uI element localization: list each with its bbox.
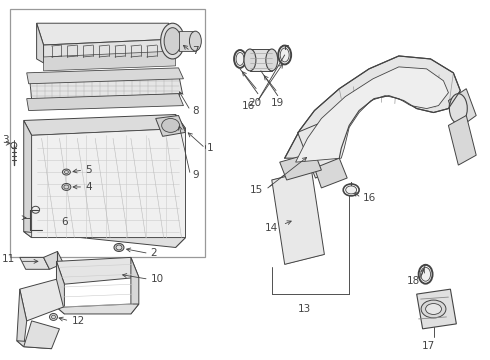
Ellipse shape: [164, 28, 181, 54]
Polygon shape: [272, 170, 324, 264]
Ellipse shape: [236, 53, 244, 66]
Polygon shape: [131, 257, 139, 314]
Text: 19: 19: [271, 98, 284, 108]
Text: 16: 16: [242, 100, 255, 111]
Polygon shape: [178, 31, 196, 51]
Text: 13: 13: [298, 304, 311, 314]
Polygon shape: [20, 257, 49, 269]
Text: 14: 14: [265, 222, 278, 233]
Text: 9: 9: [193, 170, 199, 180]
Ellipse shape: [114, 243, 124, 251]
Polygon shape: [448, 116, 476, 165]
Ellipse shape: [161, 23, 184, 59]
Polygon shape: [156, 116, 185, 136]
Ellipse shape: [62, 169, 71, 175]
Ellipse shape: [49, 314, 57, 320]
Polygon shape: [56, 304, 139, 314]
Text: 18: 18: [407, 276, 420, 286]
Text: 5: 5: [85, 165, 92, 175]
Ellipse shape: [420, 267, 431, 281]
Polygon shape: [175, 114, 185, 247]
Ellipse shape: [244, 49, 256, 71]
Polygon shape: [26, 68, 183, 84]
Ellipse shape: [346, 186, 357, 194]
Polygon shape: [56, 257, 139, 284]
Polygon shape: [37, 23, 44, 63]
Bar: [10, 9, 205, 257]
Ellipse shape: [426, 303, 441, 314]
Polygon shape: [44, 251, 63, 269]
Polygon shape: [20, 279, 63, 321]
Polygon shape: [56, 261, 64, 314]
Ellipse shape: [190, 31, 201, 51]
Polygon shape: [280, 152, 321, 180]
Ellipse shape: [280, 48, 289, 62]
Ellipse shape: [266, 49, 278, 71]
Polygon shape: [24, 114, 185, 135]
Polygon shape: [285, 56, 460, 158]
Polygon shape: [448, 89, 476, 129]
Text: 2: 2: [151, 248, 157, 258]
Ellipse shape: [449, 94, 467, 123]
Text: 11: 11: [2, 255, 15, 264]
Polygon shape: [44, 39, 175, 63]
Polygon shape: [315, 158, 347, 188]
Polygon shape: [30, 74, 182, 100]
Polygon shape: [32, 129, 185, 238]
Text: 17: 17: [422, 341, 435, 351]
Text: 6: 6: [61, 217, 68, 227]
Ellipse shape: [162, 118, 179, 132]
Polygon shape: [24, 321, 59, 349]
Polygon shape: [17, 341, 51, 349]
Polygon shape: [44, 51, 175, 71]
Polygon shape: [37, 23, 175, 45]
Text: 12: 12: [72, 316, 85, 326]
Polygon shape: [250, 49, 272, 71]
Ellipse shape: [62, 184, 71, 190]
Text: 8: 8: [193, 105, 199, 116]
Text: 16: 16: [363, 193, 376, 203]
Text: 10: 10: [151, 274, 164, 284]
Polygon shape: [295, 67, 448, 162]
Text: 4: 4: [85, 182, 92, 192]
Polygon shape: [26, 94, 183, 111]
Polygon shape: [17, 289, 26, 347]
Polygon shape: [24, 121, 32, 238]
Text: 15: 15: [250, 185, 264, 195]
Polygon shape: [24, 231, 185, 247]
Text: 3: 3: [2, 135, 8, 145]
Text: 1: 1: [207, 143, 214, 153]
Text: 7: 7: [193, 46, 199, 56]
Polygon shape: [416, 289, 456, 329]
Ellipse shape: [421, 300, 446, 318]
Polygon shape: [297, 122, 339, 178]
Text: 20: 20: [248, 98, 262, 108]
